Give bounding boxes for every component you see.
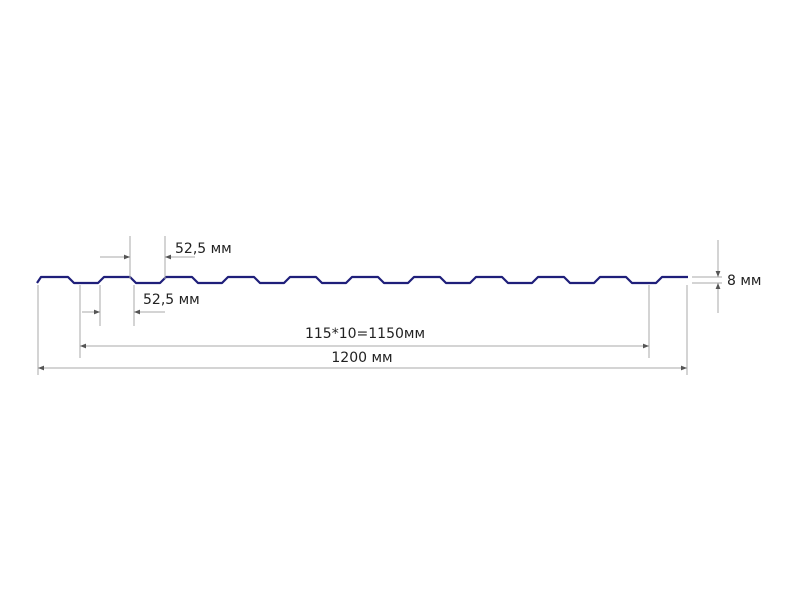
crest-width-dimension: 52,5 мм [100, 236, 232, 279]
trough-width-dimension: 52,5 мм [82, 285, 200, 326]
pitch-total-dimension: 115*10=1150мм [79, 285, 650, 358]
pitch-total-label: 115*10=1150мм [305, 326, 425, 342]
height-label: 8 мм [727, 273, 761, 289]
trough-width-label: 52,5 мм [143, 292, 200, 308]
crest-width-label: 52,5 мм [175, 241, 232, 257]
height-dimension: 8 мм [692, 240, 761, 313]
corrugated-profile [36, 275, 688, 285]
overall-width-dimension: 1200 мм [37, 285, 688, 375]
overall-width-label: 1200 мм [331, 350, 392, 366]
